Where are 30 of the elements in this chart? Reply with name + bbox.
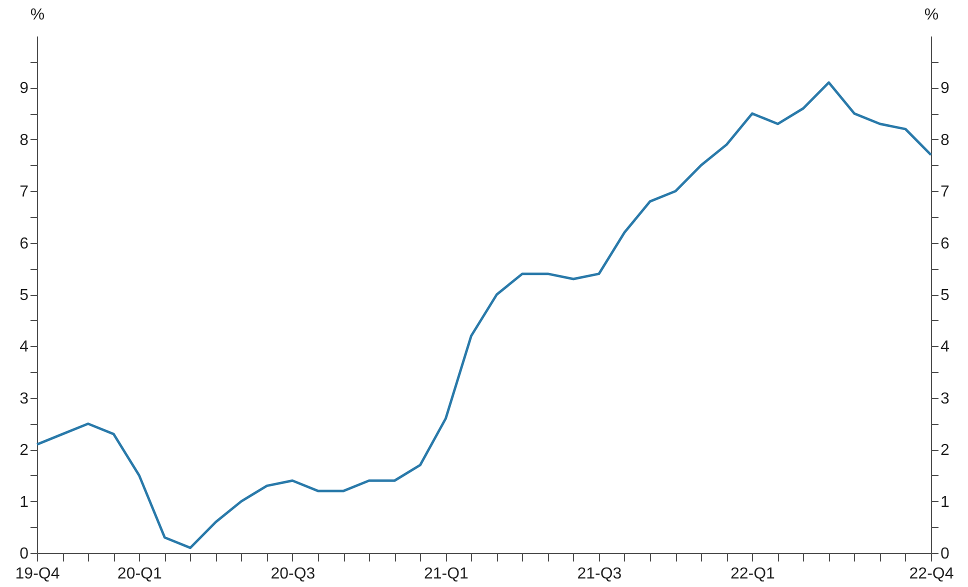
- y2-tick-label: 2: [940, 442, 950, 460]
- y-tick-label: 9: [20, 80, 29, 98]
- y2-tick-label: 0: [940, 546, 950, 562]
- y-tick-label: 8: [20, 132, 29, 149]
- y2-tick-label: 6: [940, 235, 950, 252]
- y-axis-title: %: [30, 6, 45, 24]
- y2-tick-label: 9: [940, 80, 950, 98]
- x-tick-label: 20-Q3: [270, 566, 316, 582]
- x-tick-label: 22-Q1: [730, 566, 776, 582]
- y2-tick-label: 8: [940, 132, 950, 149]
- line-series: [36, 81, 932, 550]
- y-tick-label: 5: [20, 287, 29, 304]
- y-tick-label: 6: [20, 235, 29, 252]
- y2-axis-title: %: [924, 6, 939, 24]
- x-tick-label: 21-Q3: [577, 566, 622, 582]
- y2-tick-label: 5: [940, 287, 950, 304]
- y-tick-label: 2: [20, 442, 29, 460]
- y2-tick-label: 1: [940, 494, 950, 511]
- x-tick-label: 22-Q4: [909, 566, 954, 582]
- y-tick-label: 7: [20, 184, 29, 201]
- x-tick-label: 20-Q1: [117, 566, 162, 582]
- y2-tick-label: 4: [940, 338, 950, 356]
- y-tick-label: 3: [20, 390, 29, 408]
- x-tick-label: 21-Q1: [424, 566, 469, 582]
- y-tick-label: 1: [20, 494, 29, 511]
- y2-tick-label: 7: [940, 184, 950, 201]
- y2-tick-label: 3: [940, 390, 950, 408]
- y-tick-label: 0: [20, 546, 29, 562]
- x-tick-label: 19-Q4: [15, 566, 60, 582]
- y-tick-label: 4: [20, 338, 29, 356]
